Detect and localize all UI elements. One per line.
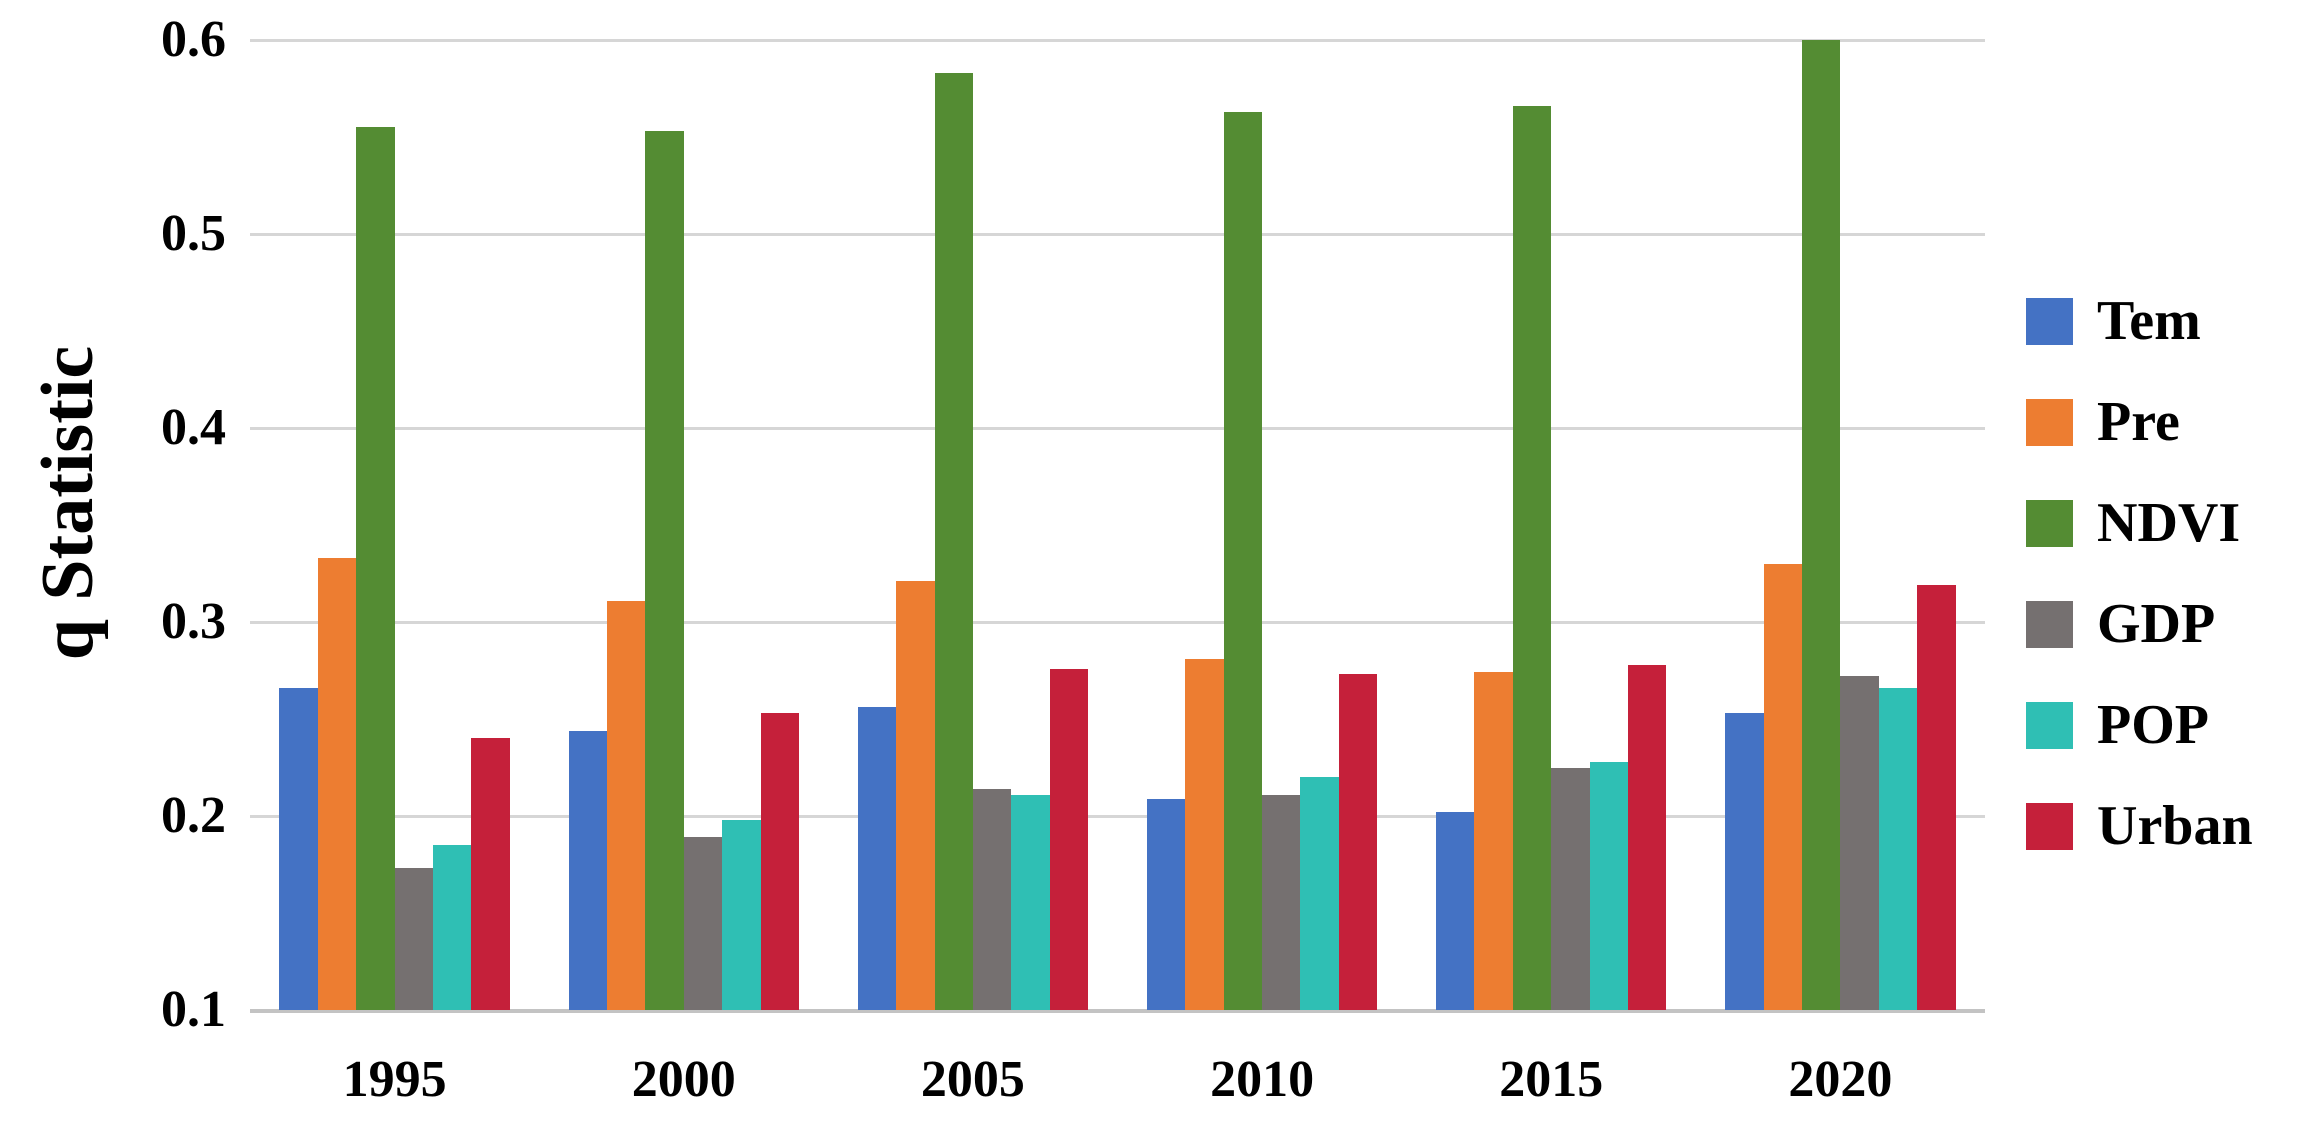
legend-item-pre: Pre [2026,391,2253,453]
legend-swatch-icon [2026,701,2073,749]
bar-gdp-2010 [1262,794,1301,1010]
legend-item-tem: Tem [2026,290,2253,352]
x-axis-line [250,1009,1985,1013]
gridline [250,427,1985,430]
bar-pre-1995 [317,557,357,1010]
bar-tem-1995 [279,687,318,1010]
legend-swatch-icon [2026,398,2073,446]
bar-ndvi-2020 [1802,40,1841,1010]
bar-pop-2005 [1011,794,1050,1010]
gridline [250,621,1985,624]
x-category-label: 2000 [631,1051,736,1108]
legend-label: Urban [2097,795,2253,857]
bar-pop-1995 [432,845,472,1010]
legend-item-urban: Urban [2026,795,2253,857]
bar-pop-2015 [1589,761,1629,1010]
legend-swatch-icon [2026,802,2073,850]
bar-gdp-2015 [1551,767,1590,1010]
gridline [250,815,1985,818]
gridline [250,39,1985,42]
gridline [250,233,1985,236]
legend-swatch-icon [2026,600,2073,648]
y-tick-label: 0.1 [161,981,226,1038]
bar-pop-2010 [1300,777,1339,1010]
bar-ndvi-2015 [1512,105,1552,1010]
legend: Tem Pre NDVI GDP POP Urban [2026,290,2253,903]
bar-ndvi-2000 [645,131,684,1010]
legend-item-pop: POP [2026,694,2253,756]
bar-ndvi-1995 [356,127,395,1010]
bar-pop-2020 [1878,687,1918,1010]
bar-pre-2010 [1185,658,1224,1010]
bar-gdp-2000 [683,837,723,1010]
legend-label: GDP [2097,593,2216,655]
bar-pre-2005 [896,581,935,1010]
legend-item-ndvi: NDVI [2026,492,2253,554]
bar-urban-1995 [471,738,510,1010]
y-tick-label: 0.2 [161,787,226,844]
y-tick-label: 0.6 [161,11,226,68]
bar-pre-2020 [1763,563,1802,1010]
x-category-label: 2005 [920,1051,1025,1108]
bar-tem-2010 [1146,798,1186,1010]
bar-pre-2000 [606,600,646,1010]
bar-tem-2020 [1725,713,1764,1010]
x-category-label: 2020 [1788,1051,1893,1108]
bar-urban-2005 [1049,668,1089,1010]
bar-gdp-2005 [972,788,1012,1010]
legend-swatch-icon [2026,297,2073,345]
y-tick-label: 0.3 [161,593,226,650]
bar-pre-2015 [1474,672,1513,1010]
legend-label: POP [2097,694,2209,756]
bar-urban-2000 [760,713,799,1010]
bar-ndvi-2010 [1223,111,1263,1010]
legend-label: Tem [2097,290,2201,352]
legend-item-gdp: GDP [2026,593,2253,655]
y-tick-label: 0.4 [161,399,226,456]
bar-ndvi-2005 [934,72,973,1010]
legend-label: Pre [2097,391,2180,453]
legend-label: NDVI [2097,492,2241,554]
legend-swatch-icon [2026,499,2073,547]
y-tick-label: 0.5 [161,205,226,262]
x-category-label: 2015 [1499,1051,1604,1108]
x-category-label: 2010 [1210,1051,1315,1108]
bar-tem-2005 [857,707,897,1010]
bar-urban-2010 [1338,674,1378,1010]
bar-pop-2000 [722,819,761,1010]
bar-tem-2000 [568,730,607,1010]
bar-urban-2015 [1628,664,1667,1010]
bar-gdp-2020 [1840,676,1879,1010]
x-category-label: 1995 [342,1051,447,1108]
bar-gdp-1995 [394,868,433,1010]
bar-urban-2020 [1917,585,1956,1010]
bar-tem-2015 [1436,812,1475,1010]
